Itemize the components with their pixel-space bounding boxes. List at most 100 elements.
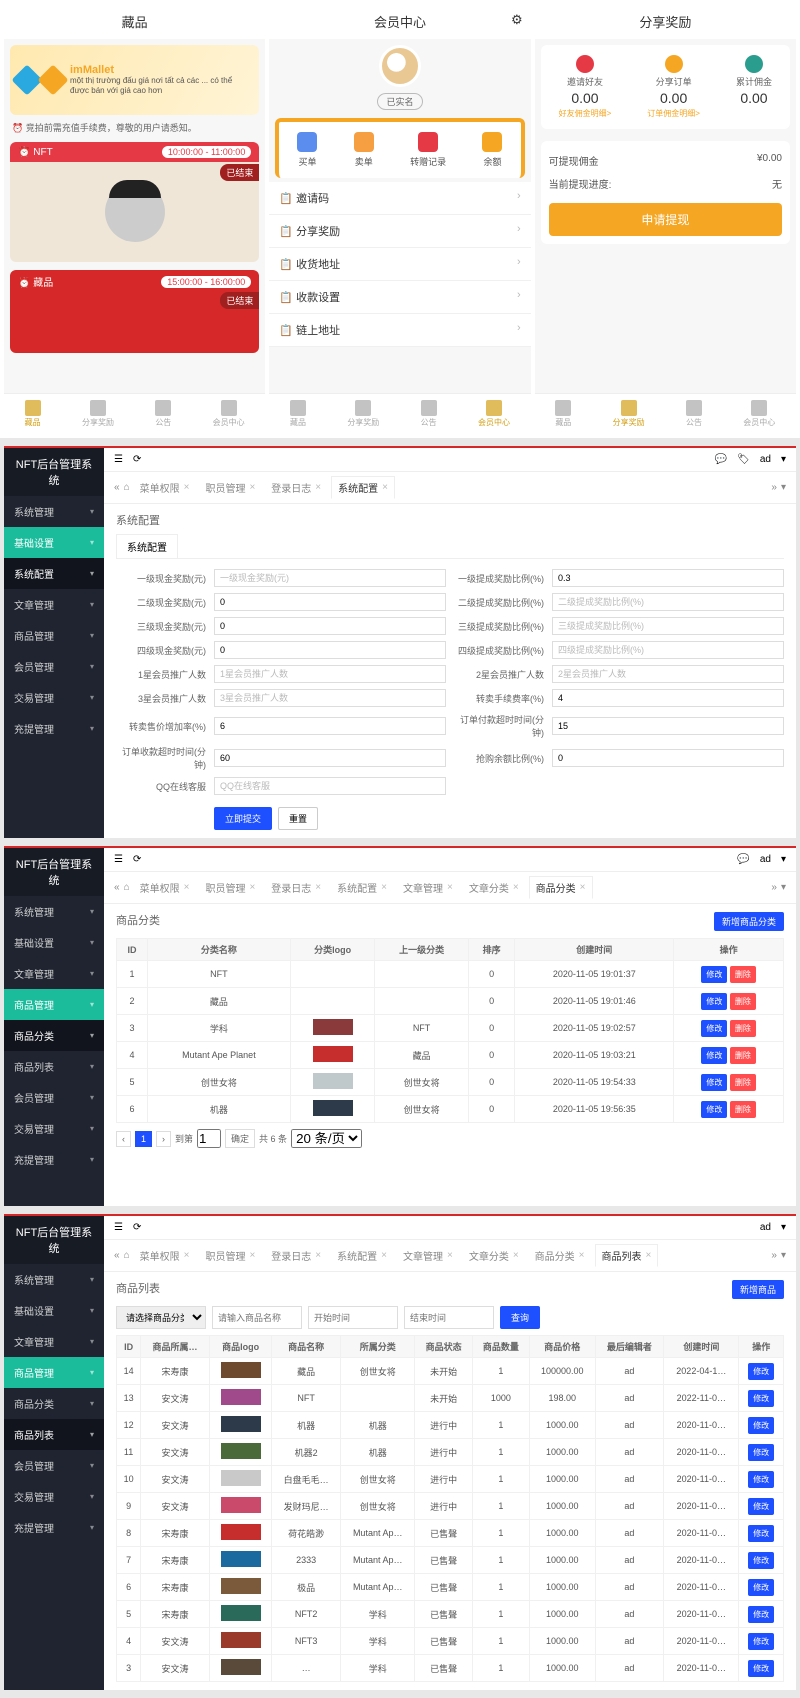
close-icon[interactable]: ×: [315, 1250, 321, 1261]
breadcrumb-item[interactable]: 商品分类 ×: [529, 1245, 591, 1266]
tabbar-item[interactable]: 公告: [155, 400, 171, 428]
submit-button[interactable]: 立即提交: [214, 807, 272, 830]
row-action-button[interactable]: 修改: [748, 1390, 774, 1407]
sidebar-item[interactable]: 会员管理▾: [4, 1082, 104, 1113]
form-input[interactable]: [552, 593, 784, 611]
list-item[interactable]: 📋 分享奖励›: [269, 215, 530, 248]
page-next[interactable]: ›: [156, 1131, 171, 1147]
list-item[interactable]: 📋 收款设置›: [269, 281, 530, 314]
tab-active[interactable]: 系统配置: [116, 534, 178, 558]
close-icon[interactable]: ×: [513, 882, 519, 893]
close-icon[interactable]: ×: [447, 882, 453, 893]
close-icon[interactable]: ×: [447, 1250, 453, 1261]
tabbar-item[interactable]: 分享奖励: [347, 400, 379, 428]
sidebar-item[interactable]: 系统管理▾: [4, 896, 104, 927]
breadcrumb-item[interactable]: 登录日志 ×: [265, 477, 327, 498]
bc-next-icon[interactable]: »: [771, 482, 777, 493]
close-icon[interactable]: ×: [381, 882, 387, 893]
breadcrumb-item[interactable]: 文章管理 ×: [397, 877, 459, 898]
avatar[interactable]: [379, 45, 421, 87]
refresh-icon[interactable]: ⟳: [133, 454, 141, 465]
close-icon[interactable]: ×: [646, 1250, 652, 1261]
sidebar-item[interactable]: 文章管理▾: [4, 958, 104, 989]
row-action-button[interactable]: 修改: [701, 1101, 727, 1118]
row-action-button[interactable]: 修改: [748, 1579, 774, 1596]
row-action-button[interactable]: 删除: [730, 993, 756, 1010]
breadcrumb-item[interactable]: 文章管理 ×: [397, 1245, 459, 1266]
form-input[interactable]: [214, 777, 446, 795]
sidebar-item[interactable]: 文章管理▾: [4, 589, 104, 620]
close-icon[interactable]: ×: [249, 1250, 255, 1261]
breadcrumb-item[interactable]: 菜单权限 ×: [134, 477, 196, 498]
close-icon[interactable]: ×: [315, 482, 321, 493]
list-item[interactable]: 📋 链上地址›: [269, 314, 530, 347]
tabbar-item[interactable]: 藏品: [555, 400, 571, 428]
menu-card[interactable]: 卖单: [354, 132, 374, 168]
form-input[interactable]: [214, 569, 446, 587]
breadcrumb-item[interactable]: 菜单权限 ×: [134, 877, 196, 898]
row-action-button[interactable]: 修改: [748, 1444, 774, 1461]
end-date[interactable]: [404, 1306, 494, 1329]
close-icon[interactable]: ×: [315, 882, 321, 893]
sidebar-item[interactable]: 充提管理▾: [4, 1512, 104, 1543]
breadcrumb-item[interactable]: 菜单权限 ×: [134, 1245, 196, 1266]
sidebar-item[interactable]: 商品管理▾: [4, 1357, 104, 1388]
sidebar-item[interactable]: 交易管理▾: [4, 682, 104, 713]
tabbar-item[interactable]: 藏品: [290, 400, 306, 428]
reset-button[interactable]: 重置: [278, 807, 318, 830]
row-action-button[interactable]: 修改: [701, 966, 727, 983]
form-input[interactable]: [214, 689, 446, 707]
close-icon[interactable]: ×: [249, 482, 255, 493]
form-input[interactable]: [214, 641, 446, 659]
sidebar-item[interactable]: 基础设置▾: [4, 1295, 104, 1326]
row-action-button[interactable]: 删除: [730, 1020, 756, 1037]
breadcrumb-item[interactable]: 商品列表 ×: [595, 1244, 659, 1267]
stat-link[interactable]: 好友佣金明细>: [559, 108, 612, 119]
pagesize-select[interactable]: 20 条/页: [291, 1129, 362, 1148]
bc-next-icon[interactable]: »: [771, 1250, 777, 1261]
home-icon[interactable]: ⌂: [124, 882, 130, 893]
page-go[interactable]: 确定: [225, 1129, 255, 1148]
close-icon[interactable]: ×: [513, 1250, 519, 1261]
row-action-button[interactable]: 修改: [748, 1363, 774, 1380]
row-action-button[interactable]: 删除: [730, 966, 756, 983]
row-action-button[interactable]: 修改: [701, 1020, 727, 1037]
row-action-button[interactable]: 修改: [748, 1498, 774, 1515]
row-action-button[interactable]: 修改: [748, 1417, 774, 1434]
tabbar-item[interactable]: 会员中心: [478, 400, 510, 428]
refresh-icon[interactable]: ⟳: [133, 1222, 141, 1233]
withdraw-button[interactable]: 申请提现: [549, 203, 782, 236]
home-icon[interactable]: ⌂: [124, 482, 130, 493]
tabbar-item[interactable]: 会员中心: [213, 400, 245, 428]
bc-menu-icon[interactable]: ▾: [781, 1250, 786, 1261]
list-item[interactable]: 📋 邀请码›: [269, 182, 530, 215]
form-input[interactable]: [214, 749, 446, 767]
sidebar-item[interactable]: 会员管理▾: [4, 1450, 104, 1481]
start-date[interactable]: [308, 1306, 398, 1329]
sidebar-item[interactable]: 会员管理▾: [4, 651, 104, 682]
form-input[interactable]: [214, 717, 446, 735]
sidebar-item[interactable]: 系统配置▾: [4, 558, 104, 589]
name-filter[interactable]: [212, 1306, 302, 1329]
breadcrumb-item[interactable]: 登录日志 ×: [265, 1245, 327, 1266]
form-input[interactable]: [552, 717, 784, 735]
stat-link[interactable]: 订单佣金明细>: [647, 108, 700, 119]
msg-icon[interactable]: 💬: [715, 454, 727, 465]
breadcrumb-item[interactable]: 系统配置 ×: [331, 877, 393, 898]
tag-icon[interactable]: 🏷: [737, 454, 750, 465]
tabbar-item[interactable]: 会员中心: [743, 400, 775, 428]
menu-card[interactable]: 转赠记录: [410, 132, 446, 168]
msg-icon[interactable]: 💬: [737, 854, 749, 865]
refresh-icon[interactable]: ⟳: [133, 854, 141, 865]
row-action-button[interactable]: 修改: [701, 993, 727, 1010]
sidebar-item[interactable]: 商品分类▾: [4, 1020, 104, 1051]
tabbar-item[interactable]: 公告: [686, 400, 702, 428]
breadcrumb-item[interactable]: 登录日志 ×: [265, 877, 327, 898]
sidebar-item[interactable]: 商品列表▾: [4, 1051, 104, 1082]
bc-menu-icon[interactable]: ▾: [781, 482, 786, 493]
sidebar-item[interactable]: 商品分类▾: [4, 1388, 104, 1419]
row-action-button[interactable]: 修改: [748, 1606, 774, 1623]
row-action-button[interactable]: 修改: [748, 1552, 774, 1569]
form-input[interactable]: [214, 593, 446, 611]
menu-icon[interactable]: ☰: [114, 1222, 123, 1233]
